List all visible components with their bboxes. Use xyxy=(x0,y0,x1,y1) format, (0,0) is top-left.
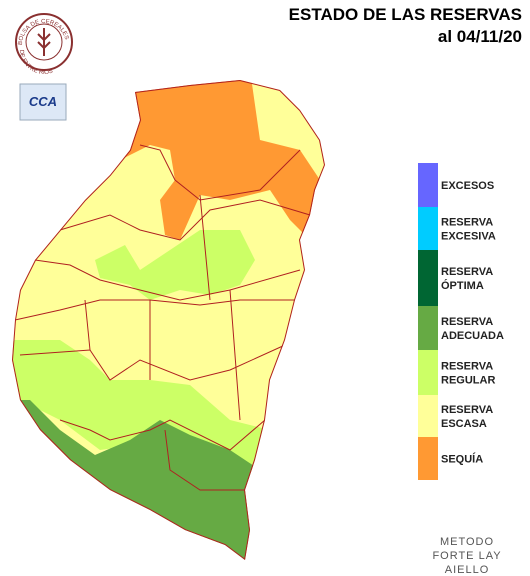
legend-label: ÓPTIMA xyxy=(441,279,484,292)
legend-label: RESERVA xyxy=(441,316,493,328)
method-line: AIELLO xyxy=(445,564,490,576)
logo: BOLSA DE CEREALES DE ENTRE RIOS xyxy=(15,13,73,76)
zone-sequia xyxy=(120,80,320,240)
legend-swatch xyxy=(418,306,438,350)
legend-label: RESERVA xyxy=(441,217,493,229)
legend-label: RESERVA xyxy=(441,266,493,278)
legend-swatch xyxy=(418,163,438,207)
method-note: METODO FORTE LAY AIELLO xyxy=(432,536,501,576)
legend-label: EXCESOS xyxy=(441,180,494,192)
legend-label: ADECUADA xyxy=(441,330,504,342)
legend-swatch xyxy=(418,395,438,437)
method-line: FORTE LAY xyxy=(432,550,501,562)
legend-swatch xyxy=(418,250,438,306)
legend-label: RESERVA xyxy=(441,404,493,416)
province-map xyxy=(12,80,325,560)
badge-text: CCA xyxy=(29,94,57,109)
legend-label: REGULAR xyxy=(441,375,495,387)
legend-swatch xyxy=(418,207,438,250)
badge xyxy=(19,83,67,121)
zone-regular xyxy=(95,230,255,300)
method-line: METODO xyxy=(440,536,494,548)
legend-label: EXCESIVA xyxy=(441,231,496,243)
legend-swatch xyxy=(418,437,438,480)
title: ESTADO DE LAS RESERVAS xyxy=(289,5,522,24)
legend-label: ESCASA xyxy=(441,418,487,430)
legend-label: RESERVA xyxy=(441,361,493,373)
date: al 04/11/20 xyxy=(438,27,522,46)
legend-label: SEQUÍA xyxy=(441,453,483,466)
legend-swatch xyxy=(418,350,438,395)
legend: EXCESOSRESERVAEXCESIVARESERVAÓPTIMARESER… xyxy=(418,163,504,480)
